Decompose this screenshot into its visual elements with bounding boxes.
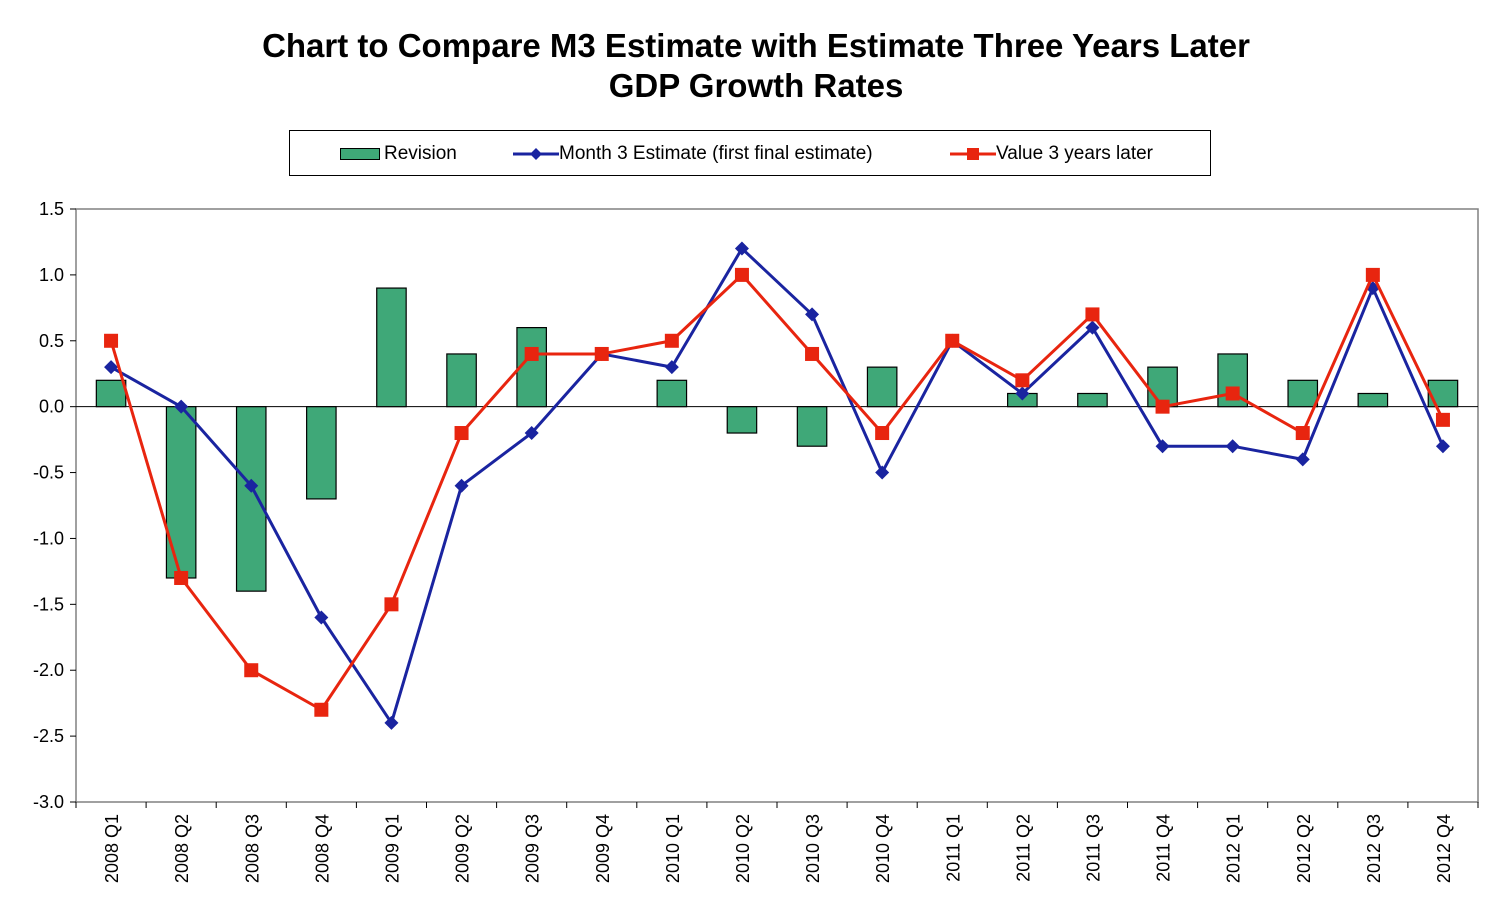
x-tick-label: 2009 Q3 — [523, 814, 543, 883]
value-3y-later-point — [664, 333, 679, 348]
value-3y-later-point — [524, 346, 539, 361]
chart-title-block: Chart to Compare M3 Estimate with Estima… — [0, 26, 1512, 106]
x-tick-label: 2011 Q1 — [943, 814, 963, 882]
x-tick-label: 2011 Q3 — [1083, 814, 1103, 882]
value-3y-later-point — [1435, 412, 1450, 427]
y-tick-label: -2.5 — [33, 726, 64, 746]
x-tick-label: 2008 Q3 — [242, 814, 262, 883]
m3-estimate-point — [244, 478, 259, 493]
y-tick-label: -1.5 — [33, 594, 64, 614]
legend-swatch-m3 — [513, 148, 559, 160]
x-tick-label: 2009 Q4 — [593, 814, 613, 883]
value-3y-later-point — [384, 597, 399, 612]
bar-revision — [1427, 379, 1459, 408]
y-tick-label: -2.0 — [33, 660, 64, 680]
bar-revision — [1077, 392, 1108, 408]
x-tick-label: 2012 Q1 — [1224, 814, 1244, 883]
x-tick-label: 2008 Q4 — [312, 814, 332, 883]
bar-revision — [1287, 379, 1319, 408]
m3-estimate-point — [174, 399, 189, 414]
bar-revision — [376, 287, 407, 408]
y-tick-label: 1.5 — [39, 199, 64, 219]
value-3y-later-point — [314, 702, 329, 717]
x-tick-label: 2008 Q1 — [102, 814, 122, 883]
bar-revision — [95, 379, 127, 408]
legend-swatch-revision — [340, 148, 380, 160]
chart-subtitle: GDP Growth Rates — [608, 67, 904, 104]
m3-estimate-point — [454, 478, 469, 493]
value-3y-later-point — [734, 267, 749, 282]
m3-estimate-point — [664, 360, 679, 375]
m3-estimate-point — [1085, 320, 1100, 335]
value-3y-later-point — [174, 570, 189, 585]
legend-label-revision: Revision — [384, 143, 457, 164]
m3-estimate-point — [805, 307, 820, 322]
m3-estimate-point — [384, 715, 399, 730]
value-3y-later-point — [1295, 426, 1310, 441]
legend-item-m3: Month 3 Estimate (first final estimate) — [513, 131, 873, 177]
value-3y-later-point — [945, 333, 960, 348]
m3-estimate-point — [1155, 439, 1170, 454]
y-tick-label: -0.5 — [33, 463, 64, 483]
legend-label-value-3y: Value 3 years later — [996, 143, 1154, 164]
y-tick-label: 0.0 — [39, 397, 64, 417]
legend-item-revision: Revision — [340, 131, 457, 177]
chart-title: Chart to Compare M3 Estimate with Estima… — [262, 27, 1250, 64]
x-tick-label: 2012 Q2 — [1294, 814, 1314, 883]
m3-estimate-point — [1015, 386, 1030, 401]
value-3y-later-point — [454, 426, 469, 441]
value-3y-later-point — [1155, 399, 1170, 414]
legend-label-m3: Month 3 Estimate (first final estimate) — [559, 143, 873, 164]
bar-revision — [306, 406, 337, 500]
bar-revision — [726, 406, 758, 434]
x-tick-label: 2009 Q1 — [382, 814, 402, 883]
m3-estimate-point — [314, 610, 329, 625]
bar-revision — [235, 406, 267, 592]
value-3y-later-point — [104, 333, 119, 348]
x-tick-label: 2009 Q2 — [453, 814, 473, 883]
plot-frame — [75, 208, 1479, 803]
value-3y-later-point — [1225, 386, 1240, 401]
x-tick-label: 2008 Q2 — [172, 814, 192, 883]
x-tick-label: 2012 Q4 — [1434, 814, 1454, 883]
x-tick-label: 2010 Q1 — [663, 814, 683, 883]
m3-estimate-point — [104, 360, 119, 375]
legend-swatch-value-3y — [950, 148, 996, 160]
value-3y-later-point — [594, 346, 609, 361]
m3-estimate-line — [110, 247, 1445, 725]
x-tick-label: 2010 Q2 — [733, 814, 753, 883]
bar-revision — [656, 379, 688, 408]
y-tick-label: 1.0 — [39, 265, 64, 285]
bar-revision — [1357, 392, 1389, 408]
value-3y-later-point — [244, 663, 259, 678]
value-3y-later-point — [1085, 307, 1100, 322]
x-tick-label: 2011 Q2 — [1013, 814, 1033, 882]
m3-estimate-point — [875, 465, 890, 480]
value-3y-later-point — [875, 426, 890, 441]
value-3y-later-line — [109, 273, 1445, 712]
m3-estimate-point — [734, 241, 749, 256]
bar-revision — [446, 353, 477, 408]
bar-revision — [796, 406, 828, 447]
x-tick-label: 2012 Q3 — [1364, 814, 1384, 883]
y-tick-label: 0.5 — [39, 331, 64, 351]
value-3y-later-point — [1015, 373, 1030, 388]
m3-estimate-point — [1435, 439, 1450, 454]
value-3y-later-point — [805, 346, 820, 361]
m3-estimate-point — [524, 426, 539, 441]
m3-estimate-point — [1295, 452, 1310, 467]
bar-revision — [165, 406, 197, 579]
m3-estimate-point — [1225, 439, 1240, 454]
bar-revision — [866, 366, 898, 408]
y-tick-label: -3.0 — [33, 792, 64, 812]
x-tick-label: 2011 Q4 — [1154, 814, 1174, 882]
x-tick-label: 2010 Q3 — [803, 814, 823, 883]
chart-legend: Revision Month 3 Estimate (first final e… — [289, 130, 1211, 176]
value-3y-later-point — [1365, 267, 1380, 282]
y-tick-label: -1.0 — [33, 528, 64, 548]
legend-item-value-3y: Value 3 years later — [950, 131, 1153, 177]
x-tick-label: 2010 Q4 — [873, 814, 893, 883]
